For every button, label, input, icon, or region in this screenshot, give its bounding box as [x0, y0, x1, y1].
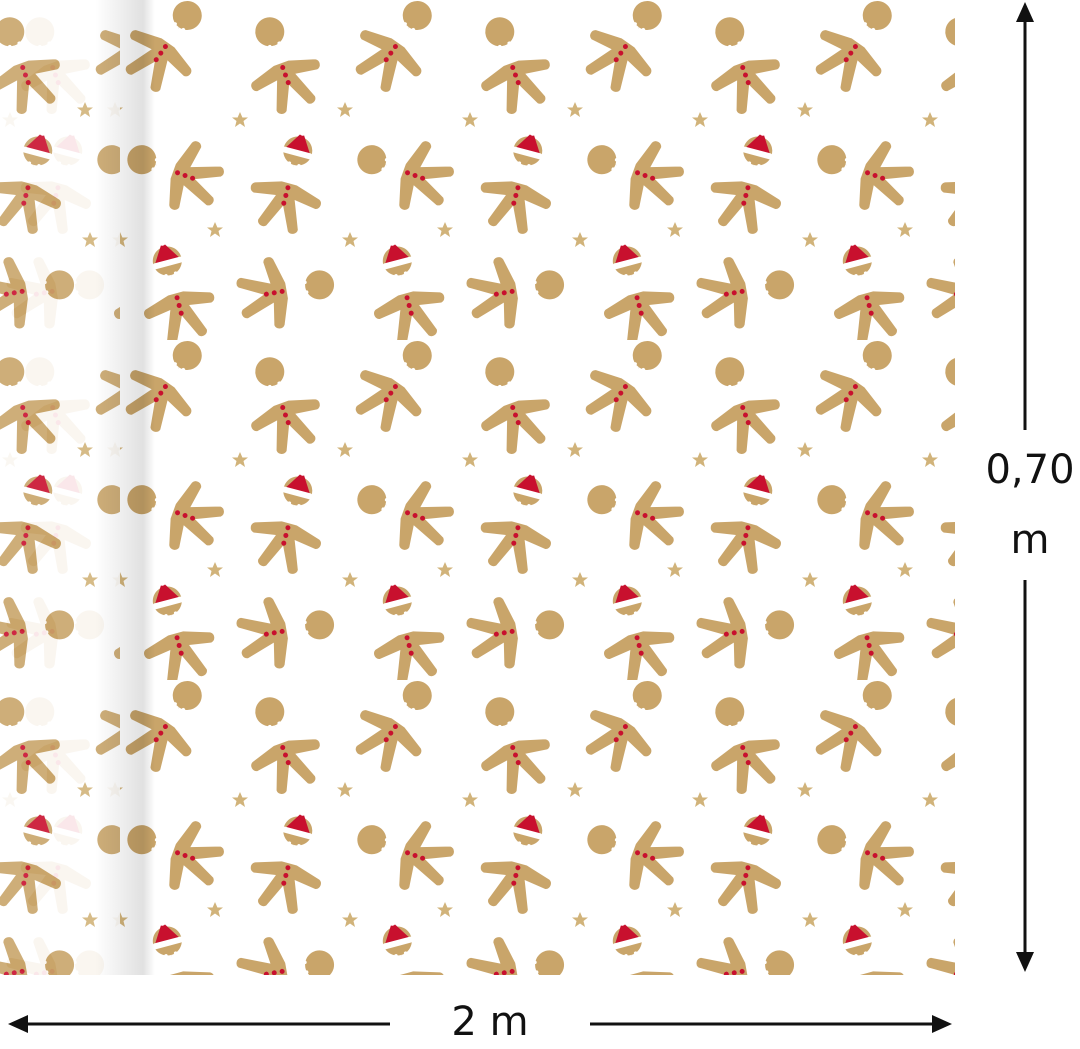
wrapping-paper: [0, 0, 955, 975]
width-label: 2 m: [451, 999, 528, 1045]
width-arrow: [8, 1015, 952, 1033]
height-unit: m: [1011, 517, 1050, 563]
height-value: 0,70: [985, 447, 1074, 493]
roll-shadow: [95, 0, 155, 975]
height-arrow: [1016, 2, 1034, 972]
